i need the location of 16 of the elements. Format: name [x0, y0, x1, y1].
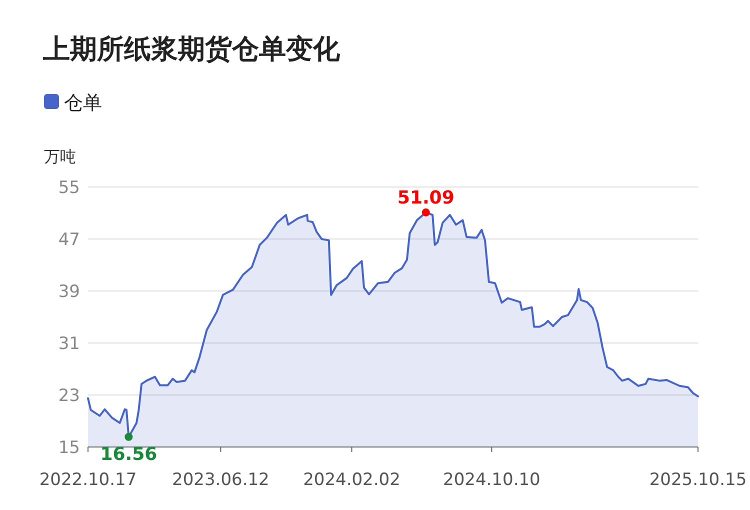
legend-label: 仓单	[64, 92, 102, 114]
x-tick-label: 2024.10.10	[443, 470, 540, 490]
y-tick-label: 39	[58, 282, 80, 302]
x-tick-label: 2025.10.15	[649, 470, 747, 490]
x-tick-label: 2022.10.17	[39, 470, 137, 490]
y-tick-label: 15	[58, 438, 80, 458]
y-tick-label: 23	[58, 386, 80, 406]
x-tick-label: 2024.02.02	[303, 470, 400, 490]
annotation: 51.09	[397, 187, 454, 208]
x-tick-label: 2023.06.12	[172, 470, 270, 490]
y-tick-label: 55	[58, 178, 80, 198]
chart-title: 上期所纸浆期货仓单变化	[42, 34, 341, 65]
annotation: 16.56	[100, 444, 158, 465]
y-tick-label: 31	[58, 334, 80, 354]
y-tick-label: 47	[58, 230, 80, 250]
y-axis-title: 万吨	[44, 147, 76, 166]
